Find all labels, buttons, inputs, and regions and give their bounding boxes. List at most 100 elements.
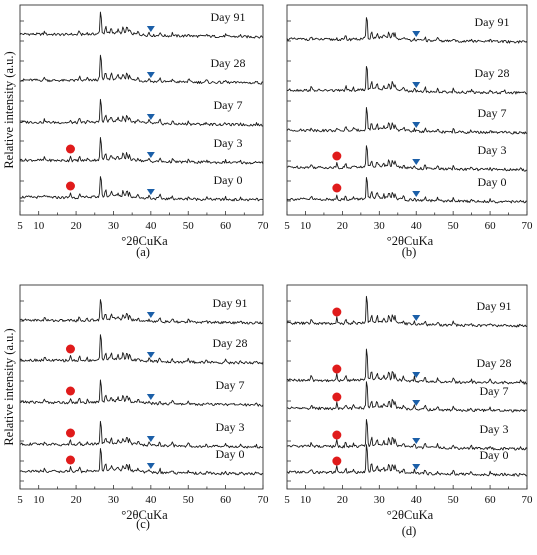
plot-frame bbox=[19, 4, 264, 216]
x-tick-label: 40 bbox=[145, 220, 157, 232]
x-tick-label: 70 bbox=[258, 494, 270, 506]
x-tick-label: 60 bbox=[220, 220, 232, 232]
x-tick-label: 5 bbox=[284, 494, 290, 506]
blue-down-triangle-marker bbox=[412, 159, 421, 165]
panel-c: 5 10 20 30 40 50 60 70 °2θCuKa Relative intensity… bbox=[2, 284, 270, 531]
x-tick-label: 50 bbox=[183, 494, 195, 506]
xrd-trace bbox=[286, 419, 528, 451]
x-tick-label: 20 bbox=[71, 494, 83, 506]
blue-down-triangle-marker bbox=[412, 438, 421, 444]
blue-down-triangle-marker bbox=[146, 436, 155, 442]
red-circle-marker bbox=[65, 181, 75, 191]
red-circle-marker bbox=[332, 364, 342, 374]
series-label: Day 3 bbox=[480, 422, 509, 436]
x-tick-label: 50 bbox=[183, 220, 195, 232]
x-tick-label: 60 bbox=[485, 220, 497, 232]
xrd-trace bbox=[287, 145, 528, 172]
red-circle-marker bbox=[65, 428, 75, 438]
red-circle-marker bbox=[332, 151, 342, 161]
series-label: Day 3 bbox=[214, 136, 243, 150]
plot-frame bbox=[286, 4, 528, 216]
series-label: Day 0 bbox=[216, 447, 245, 461]
xrd-trace bbox=[19, 137, 264, 165]
panel-caption: (b) bbox=[402, 245, 417, 259]
xrd-trace bbox=[286, 177, 528, 204]
y-axis-label: Relative intensity (a.u.) bbox=[2, 51, 16, 168]
x-tick-label: 10 bbox=[33, 494, 45, 506]
xrd-trace bbox=[286, 295, 528, 328]
xrd-trace bbox=[19, 420, 264, 449]
x-tick-label: 30 bbox=[108, 494, 120, 506]
series-label: Day 28 bbox=[475, 66, 510, 80]
x-tick-label: 40 bbox=[145, 494, 157, 506]
x-tick-label: 60 bbox=[220, 494, 232, 506]
x-tick-label: 30 bbox=[374, 494, 386, 506]
plot-frame bbox=[19, 284, 264, 490]
x-tick-label: 70 bbox=[522, 220, 534, 232]
series-label: Day 0 bbox=[214, 173, 243, 187]
red-circle-marker bbox=[332, 456, 342, 466]
red-circle-marker bbox=[332, 307, 342, 317]
x-tick-label: 5 bbox=[17, 220, 23, 232]
xrd-trace bbox=[19, 299, 264, 325]
series-label: Day 7 bbox=[214, 98, 243, 112]
x-tick-label: 10 bbox=[300, 494, 312, 506]
blue-down-triangle-marker bbox=[146, 26, 155, 32]
series-label: Day 7 bbox=[480, 384, 509, 398]
blue-down-triangle-marker bbox=[146, 114, 155, 120]
series-label: Day 3 bbox=[216, 420, 245, 434]
x-axis-label: °2θCuKa bbox=[121, 234, 168, 248]
x-axis-label: °2θCuKa bbox=[387, 234, 434, 248]
xrd-trace bbox=[286, 444, 528, 477]
xrd-trace bbox=[287, 381, 527, 413]
red-circle-marker bbox=[65, 386, 75, 396]
blue-down-triangle-marker bbox=[146, 189, 155, 195]
x-tick-label: 50 bbox=[448, 220, 460, 232]
xrd-trace bbox=[286, 17, 528, 44]
xrd-trace bbox=[286, 65, 528, 95]
x-tick-label: 40 bbox=[411, 494, 423, 506]
blue-down-triangle-marker bbox=[412, 31, 421, 37]
x-tick-label: 70 bbox=[522, 494, 534, 506]
x-tick-label: 5 bbox=[17, 494, 23, 506]
series-label: Day 91 bbox=[213, 296, 248, 310]
red-circle-marker bbox=[65, 144, 75, 154]
panel-caption: (c) bbox=[136, 517, 150, 531]
x-tick-label: 30 bbox=[108, 220, 120, 232]
xrd-trace bbox=[19, 176, 264, 202]
series-label: Day 91 bbox=[477, 299, 512, 313]
blue-down-triangle-marker bbox=[412, 191, 421, 197]
series-label: Day 0 bbox=[478, 175, 507, 189]
series-label: Day 7 bbox=[216, 378, 245, 392]
xrd-trace bbox=[19, 11, 264, 39]
series-label: Day 28 bbox=[477, 356, 512, 370]
red-circle-marker bbox=[65, 455, 75, 465]
red-circle-marker bbox=[332, 430, 342, 440]
x-tick-label: 30 bbox=[374, 220, 386, 232]
x-tick-label: 70 bbox=[258, 220, 270, 232]
blue-down-triangle-marker bbox=[146, 72, 155, 78]
x-tick-label: 50 bbox=[448, 494, 460, 506]
blue-down-triangle-marker bbox=[412, 82, 421, 88]
panel-caption: (d) bbox=[402, 524, 417, 538]
x-tick-label: 20 bbox=[337, 494, 349, 506]
panel-caption: (a) bbox=[136, 245, 150, 259]
red-circle-marker bbox=[332, 183, 342, 193]
xrd-trace bbox=[19, 334, 264, 365]
series-label: Day 3 bbox=[478, 143, 507, 157]
y-axis-label: Relative intensity (a.u.) bbox=[2, 328, 16, 445]
x-tick-label: 10 bbox=[33, 220, 45, 232]
x-tick-label: 20 bbox=[71, 220, 83, 232]
blue-down-triangle-marker bbox=[146, 394, 155, 400]
xrd-trace bbox=[19, 448, 264, 476]
x-axis-label: °2θCuKa bbox=[387, 508, 434, 522]
panel-b: 5 10 20 30 40 50 60 70 °2θCuKa(b) Day 91 Day 28 Day… bbox=[284, 4, 534, 259]
blue-down-triangle-marker bbox=[412, 464, 421, 470]
x-axis-label: °2θCuKa bbox=[121, 508, 168, 522]
blue-down-triangle-marker bbox=[412, 315, 421, 321]
x-tick-label: 5 bbox=[284, 220, 290, 232]
blue-down-triangle-marker bbox=[146, 312, 155, 318]
xrd-trace bbox=[286, 107, 528, 135]
